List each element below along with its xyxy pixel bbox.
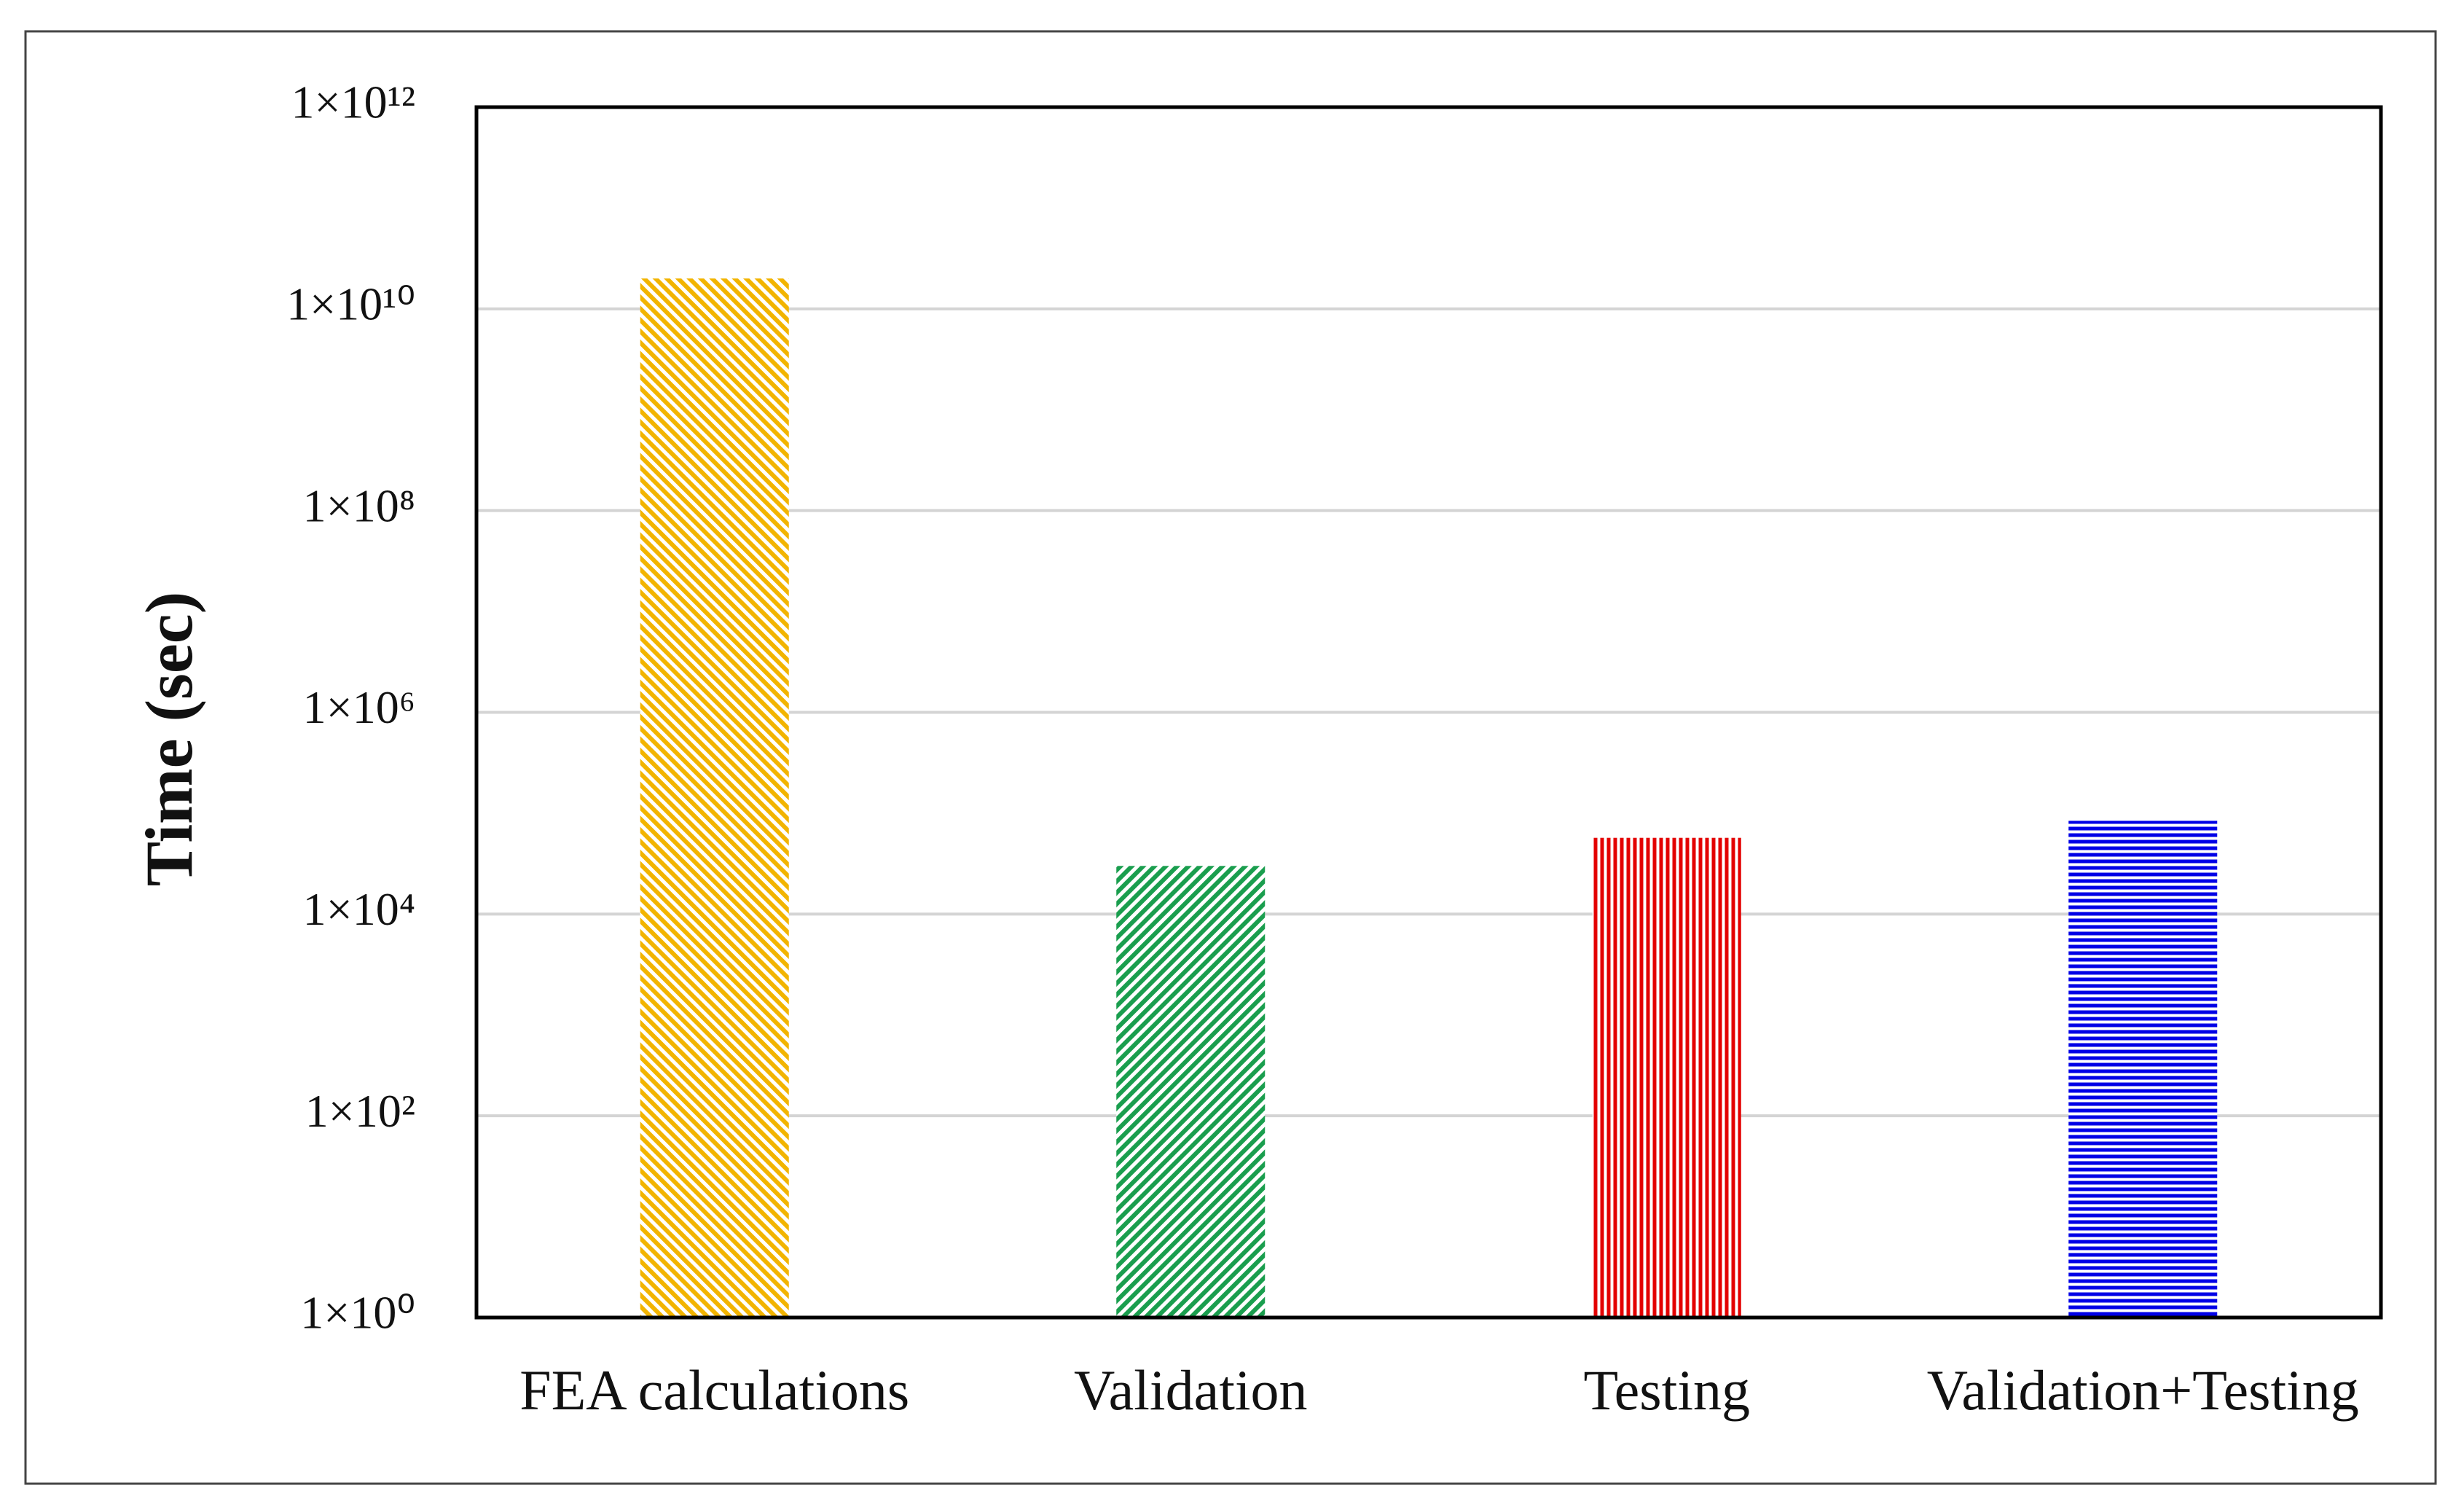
- plot-frame: [474, 105, 2383, 1320]
- y-tick-label: 1×10⁸: [303, 480, 415, 531]
- y-tick-label: 1×10¹⁰: [286, 278, 415, 330]
- y-tick-label: 1×10²: [305, 1085, 415, 1137]
- y-tick-label: 1×10⁴: [303, 883, 415, 935]
- x-tick-label: FEA calculations: [519, 1358, 909, 1422]
- x-tick-label: Testing: [1583, 1358, 1750, 1422]
- bar: [1116, 866, 1266, 1318]
- x-tick-label: Validation+Testing: [1927, 1358, 2359, 1422]
- y-tick-label: 1×10⁶: [303, 681, 415, 733]
- bar: [2068, 821, 2218, 1318]
- bar: [640, 278, 789, 1318]
- bar: [1592, 837, 1741, 1318]
- x-tick-label: Validation: [1074, 1358, 1308, 1422]
- y-axis-label: Time (sec): [132, 592, 206, 886]
- y-tick-label: 1×10⁰: [300, 1287, 415, 1339]
- y-tick-label: 1×10¹²: [291, 77, 415, 128]
